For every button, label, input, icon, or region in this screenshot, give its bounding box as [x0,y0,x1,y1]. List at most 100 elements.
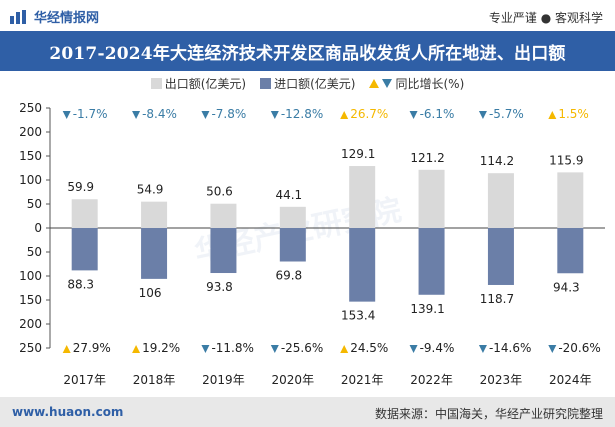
legend-growth-label: 同比增长(%) [395,76,465,91]
triangle-up-icon [369,78,380,88]
import-value-label: 153.4 [341,309,375,323]
import-bar [557,228,584,274]
x-tick-label: 2024年 [549,373,592,387]
y-tick-label: 50 [27,245,42,259]
y-tick-label: 200 [19,125,42,139]
growth-up-icon [548,111,557,119]
growth-down-icon [548,345,557,353]
y-tick-label: 250 [19,101,42,115]
chart-title: 2017-2024年大连经济技术开发区商品收发货人所在地进、出口额 [49,43,566,64]
footer: www.huaon.com 数据来源：中国海关，华经产业研究院整理 [0,397,615,427]
import-growth-label: 24.5% [350,341,388,355]
legend-import: 进口额(亿美元) [260,75,355,92]
export-bar [349,166,376,228]
export-growth-label: -6.1% [420,107,455,121]
export-value-label: 129.1 [341,147,375,161]
export-value-label: 50.6 [206,185,233,199]
y-tick-label: 150 [19,149,42,163]
slogan: 专业严谨 ● 客观科学 [488,11,603,25]
growth-up-icon [340,111,349,119]
growth-up-icon [132,345,141,353]
export-growth-label: -8.4% [142,107,177,121]
growth-down-icon [201,111,210,119]
export-growth-label: -7.8% [211,107,246,121]
growth-down-icon [478,111,487,119]
export-value-label: 114.2 [480,154,514,168]
y-tick-label: 50 [27,197,42,211]
legend-growth: 同比增长(%) [369,75,464,92]
chart-area: 华经产业研究院2502001501005005010015020025059.9… [19,101,605,387]
growth-down-icon [270,345,279,353]
y-tick-label: 100 [19,173,42,187]
growth-down-icon [409,111,418,119]
top-bar: 华经情报网 专业严谨 ● 客观科学 [0,0,615,30]
import-value-label: 118.7 [480,292,514,306]
import-bar [418,228,445,295]
triangle-down-icon [382,78,393,88]
export-bar [418,169,445,228]
footer-site-link[interactable]: www.huaon.com [12,405,124,419]
import-growth-label: -20.6% [558,341,600,355]
export-bar [557,172,584,228]
growth-down-icon [132,111,141,119]
x-tick-label: 2020年 [272,373,315,387]
legend-export: 出口额(亿美元) [150,75,247,92]
export-value-label: 121.2 [410,151,444,165]
import-value-label: 93.8 [206,280,233,294]
growth-down-icon [478,345,487,353]
y-tick-label: 100 [19,269,42,283]
legend-export-label: 出口额(亿美元) [164,76,247,91]
y-tick-label: 150 [19,293,42,307]
import-value-label: 69.8 [275,269,302,283]
import-growth-label: 19.2% [142,341,180,355]
import-growth-label: -9.4% [420,341,455,355]
x-tick-label: 2017年 [63,373,106,387]
footer-source: 数据来源：中国海关，华经产业研究院整理 [374,407,603,421]
export-bar [141,201,168,228]
import-bar [210,228,237,274]
import-growth-label: -25.6% [281,341,323,355]
export-growth-label: -5.7% [489,107,524,121]
legend-import-label: 进口额(亿美元) [274,76,356,91]
legend-export-swatch [150,77,162,89]
export-growth-label: 1.5% [558,107,589,121]
export-value-label: 59.9 [67,180,94,194]
export-growth-label: -12.8% [281,107,323,121]
import-bar [279,228,306,262]
import-value-label: 106 [139,286,162,300]
growth-down-icon [409,345,418,353]
import-bar [71,228,98,271]
import-growth-label: -14.6% [489,341,531,355]
growth-up-icon [340,345,349,353]
legend-import-swatch [260,77,272,89]
import-growth-label: -11.8% [211,341,253,355]
import-bar [349,228,376,302]
growth-down-icon [62,111,71,119]
export-growth-label: 26.7% [350,107,388,121]
growth-down-icon [201,345,210,353]
brand[interactable]: 华经情报网 [10,7,99,26]
export-bar [487,173,514,228]
brand-logo-icon [10,9,28,24]
x-tick-label: 2021年 [341,373,384,387]
brand-name: 华经情报网 [34,11,100,26]
title-bar: 2017-2024年大连经济技术开发区商品收发货人所在地进、出口额 [0,31,615,71]
import-bar [141,228,168,279]
import-value-label: 94.3 [553,280,580,294]
x-tick-label: 2019年 [202,373,245,387]
import-bar [487,228,514,285]
import-growth-label: 27.9% [73,341,111,355]
x-tick-label: 2018年 [133,373,176,387]
export-value-label: 115.9 [549,153,583,167]
import-value-label: 88.3 [67,277,94,291]
y-tick-label: 250 [19,341,42,355]
export-growth-label: -1.7% [73,107,108,121]
import-value-label: 139.1 [410,302,444,316]
growth-up-icon [62,345,71,353]
legend: 出口额(亿美元) 进口额(亿美元) 同比增长(%) [0,73,615,93]
export-value-label: 54.9 [137,183,164,197]
y-tick-label: 0 [34,221,42,235]
y-tick-label: 200 [19,317,42,331]
x-tick-label: 2022年 [410,373,453,387]
x-tick-label: 2023年 [480,373,523,387]
